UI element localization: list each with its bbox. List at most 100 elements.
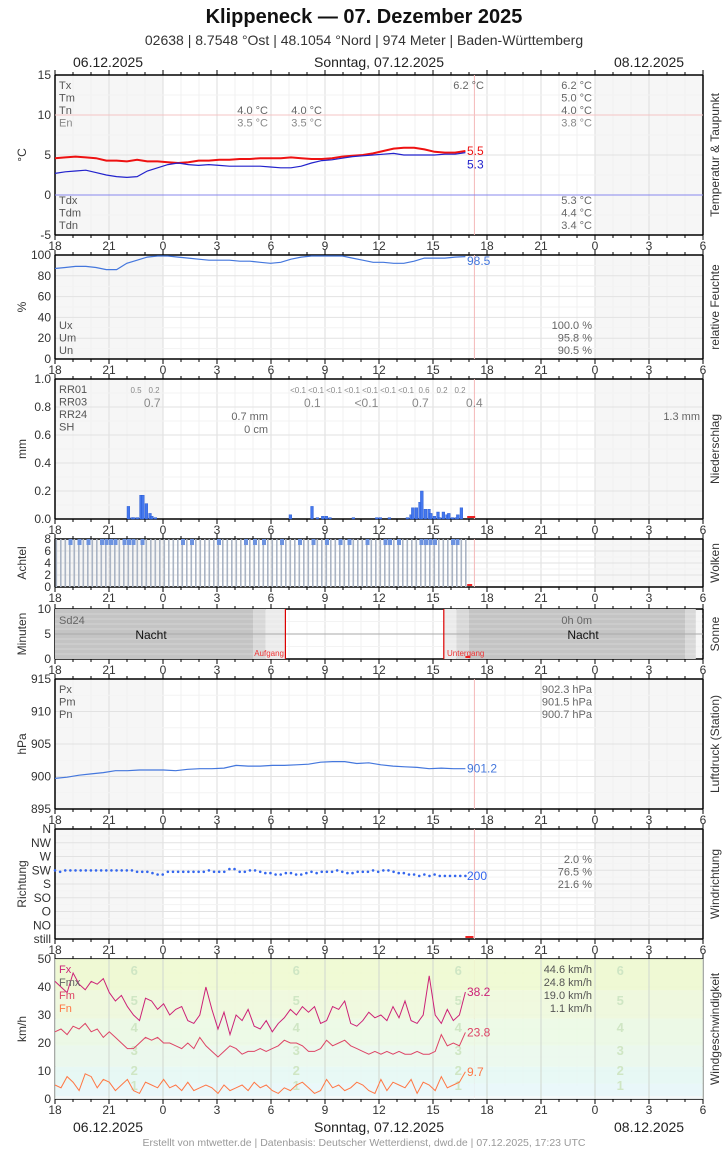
y-tick-label: 900 bbox=[31, 770, 51, 784]
cloud-bar bbox=[226, 539, 229, 587]
y-tick-label: O bbox=[42, 905, 51, 919]
cloud-bar bbox=[438, 539, 440, 587]
winddir-point bbox=[84, 869, 88, 872]
rr01-value: 0.2 bbox=[148, 386, 160, 395]
rr03-value: 0.1 bbox=[304, 396, 321, 410]
rr01-value: <0.1 bbox=[290, 386, 306, 395]
precip-bar bbox=[438, 517, 442, 520]
x-tick-label: 21 bbox=[534, 813, 548, 827]
cloud-bar bbox=[190, 539, 193, 587]
y-axis-label: hPa bbox=[15, 733, 29, 755]
winddir-point bbox=[243, 870, 247, 874]
x-tick-label: 6 bbox=[700, 591, 707, 605]
winddir-last-value: 200 bbox=[467, 869, 487, 883]
winddir-point bbox=[228, 867, 231, 871]
x-tick-label: 15 bbox=[426, 813, 440, 827]
beaufort-label: 6 bbox=[617, 963, 624, 978]
winddir-point bbox=[171, 870, 175, 874]
cloud-bar bbox=[118, 539, 121, 587]
x-tick-label: 6 bbox=[700, 1103, 707, 1117]
x-tick-label: 21 bbox=[534, 943, 548, 957]
cloud-bar bbox=[276, 539, 278, 587]
winddir-point bbox=[397, 871, 401, 875]
x-tick-label: 21 bbox=[102, 523, 116, 537]
date-right: 08.12.2025 bbox=[614, 54, 685, 70]
x-tick-label: 3 bbox=[214, 943, 221, 957]
winddir-point bbox=[166, 870, 170, 874]
cloud-bar bbox=[262, 539, 265, 587]
y-tick-label: still bbox=[34, 932, 51, 946]
winddir-point bbox=[335, 869, 339, 872]
dew-stat-label: Tdn bbox=[59, 220, 78, 232]
cloud-highlight bbox=[365, 539, 370, 545]
cloud-highlight bbox=[262, 539, 266, 545]
cloud-highlight bbox=[68, 539, 73, 545]
x-tick-label: 9 bbox=[322, 363, 329, 377]
winddir-point bbox=[361, 870, 365, 874]
stat-day2: 24.8 km/h bbox=[544, 977, 592, 989]
cloud-bar bbox=[348, 539, 350, 587]
stat-label: Sd24 bbox=[59, 615, 85, 627]
winddir-point bbox=[330, 870, 334, 874]
cloud-highlight bbox=[325, 539, 329, 545]
x-tick-label: 18 bbox=[480, 239, 494, 253]
y-tick-label: 0.8 bbox=[34, 400, 51, 414]
x-tick-label: 3 bbox=[646, 591, 653, 605]
y-tick-label: 895 bbox=[31, 802, 51, 816]
cloud-highlight bbox=[122, 539, 127, 545]
dew-stat-label: Tdx bbox=[59, 195, 78, 207]
x-tick-label: 9 bbox=[322, 813, 329, 827]
x-tick-label: 0 bbox=[592, 663, 599, 677]
stat-day2: 3.8 °C bbox=[561, 118, 592, 130]
x-tick-label: 18 bbox=[48, 813, 62, 827]
stat-day2: 44.6 km/h bbox=[544, 964, 592, 976]
y-tick-label: 0.6 bbox=[34, 428, 51, 442]
stat-label: Tx bbox=[59, 80, 72, 92]
cloud-bar bbox=[177, 539, 179, 587]
x-tick-label: 21 bbox=[534, 523, 548, 537]
stat-day1: 3.5 °C bbox=[237, 118, 268, 130]
precip-bar bbox=[144, 503, 148, 520]
y-tick-label: 905 bbox=[31, 737, 51, 751]
winddir-point bbox=[433, 873, 436, 876]
x-tick-label: 12 bbox=[372, 591, 386, 605]
cloud-bar bbox=[172, 539, 175, 587]
cloud-bar bbox=[361, 539, 364, 587]
rr24-day1: 0.7 mm bbox=[231, 411, 268, 423]
x-tick-label: 6 bbox=[268, 239, 275, 253]
winddir-point bbox=[423, 873, 426, 876]
y-tick-label: 100 bbox=[31, 248, 51, 262]
cloud-highlight bbox=[140, 539, 145, 545]
y-tick-label: 0 bbox=[44, 1092, 51, 1106]
y-tick-label: 10 bbox=[38, 602, 52, 616]
cloud-bar bbox=[451, 539, 454, 587]
x-tick-label: 0 bbox=[160, 591, 167, 605]
x-tick-label: 21 bbox=[102, 1103, 116, 1117]
winddir-point bbox=[135, 870, 139, 874]
temp-last-value: 5.5 bbox=[467, 144, 484, 158]
beaufort-label: 6 bbox=[293, 963, 300, 978]
cloud-bar bbox=[442, 539, 445, 587]
y-tick-label: 0.4 bbox=[34, 456, 51, 470]
dew-stat-value: 5.3 °C bbox=[561, 195, 592, 207]
beaufort-label: 1 bbox=[455, 1078, 462, 1093]
dew-stat-label: Tdm bbox=[59, 208, 81, 220]
cloud-bar bbox=[339, 539, 341, 587]
x-tick-label: 12 bbox=[372, 1103, 386, 1117]
snow-height-day1: 0 cm bbox=[244, 424, 268, 436]
y-tick-label: 30 bbox=[38, 1008, 52, 1022]
x-tick-label: 0 bbox=[592, 943, 599, 957]
winddir-point bbox=[438, 874, 442, 878]
winddir-point bbox=[407, 873, 411, 876]
winddir-point bbox=[120, 869, 123, 872]
x-tick-label: 0 bbox=[160, 943, 167, 957]
rr01-value: <0.1 bbox=[380, 386, 396, 395]
winddir-point bbox=[202, 870, 206, 874]
stat-day2: 902.3 hPa bbox=[542, 684, 593, 696]
cloud-bar bbox=[217, 539, 220, 587]
y-tick-label: -5 bbox=[40, 228, 51, 242]
stat-day1b: 4.0 °C bbox=[291, 105, 322, 117]
winddir-point bbox=[53, 869, 57, 872]
winddir-point bbox=[115, 869, 118, 872]
x-tick-label: 21 bbox=[102, 363, 116, 377]
